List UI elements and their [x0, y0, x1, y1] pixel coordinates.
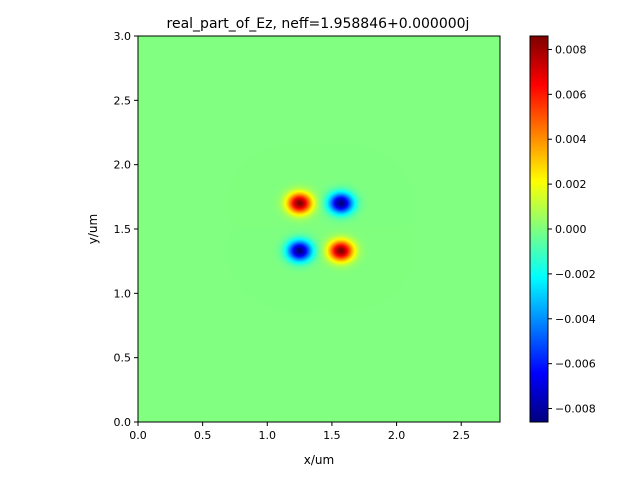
- y-axis: 0.0 0.5 1.0 1.5 2.0 2.5 3.0: [114, 30, 138, 429]
- plot-area: [137, 35, 501, 423]
- x-tick-label: 0.0: [129, 429, 147, 442]
- colorbar-tick-label: −0.006: [555, 358, 596, 371]
- chart-title: real_part_of_Ez, neff=1.958846+0.000000j: [167, 16, 470, 32]
- colorbar-tick-label: 0.000: [555, 223, 587, 236]
- colorbar-gradient: [530, 36, 548, 422]
- y-tick-label: 2.5: [114, 94, 132, 107]
- x-tick-label: 0.5: [194, 429, 212, 442]
- x-tick-label: 2.5: [452, 429, 470, 442]
- y-tick-label: 0.0: [114, 416, 132, 429]
- colorbar-tick-label: 0.006: [555, 88, 587, 101]
- colorbar-tick-label: −0.004: [555, 313, 596, 326]
- x-tick-label: 1.0: [259, 429, 277, 442]
- x-tick-label: 1.5: [323, 429, 341, 442]
- heatmap-image: [138, 36, 500, 422]
- x-axis-label: x/um: [304, 453, 334, 467]
- y-tick-label: 2.0: [114, 159, 132, 172]
- colorbar: −0.008 −0.006 −0.004 −0.002 0.000 0.002 0.004 0…: [529, 35, 596, 423]
- y-tick-label: 1.0: [114, 287, 132, 300]
- colorbar-tick-label: 0.004: [555, 133, 587, 146]
- x-tick-label: 2.0: [388, 429, 406, 442]
- y-tick-label: 3.0: [114, 30, 132, 43]
- y-tick-label: 1.5: [114, 223, 132, 236]
- y-axis-label: y/um: [86, 214, 100, 244]
- colorbar-tick-label: 0.002: [555, 178, 587, 191]
- colorbar-tick-label: −0.002: [555, 268, 596, 281]
- colorbar-tick-label: −0.008: [555, 403, 596, 416]
- colorbar-ticks: −0.008 −0.006 −0.004 −0.002 0.000 0.002 0.004 0…: [548, 43, 596, 416]
- x-axis: 0.0 0.5 1.0 1.5 2.0 2.5: [129, 422, 470, 442]
- colorbar-tick-label: 0.008: [555, 43, 587, 56]
- y-tick-label: 0.5: [114, 352, 132, 365]
